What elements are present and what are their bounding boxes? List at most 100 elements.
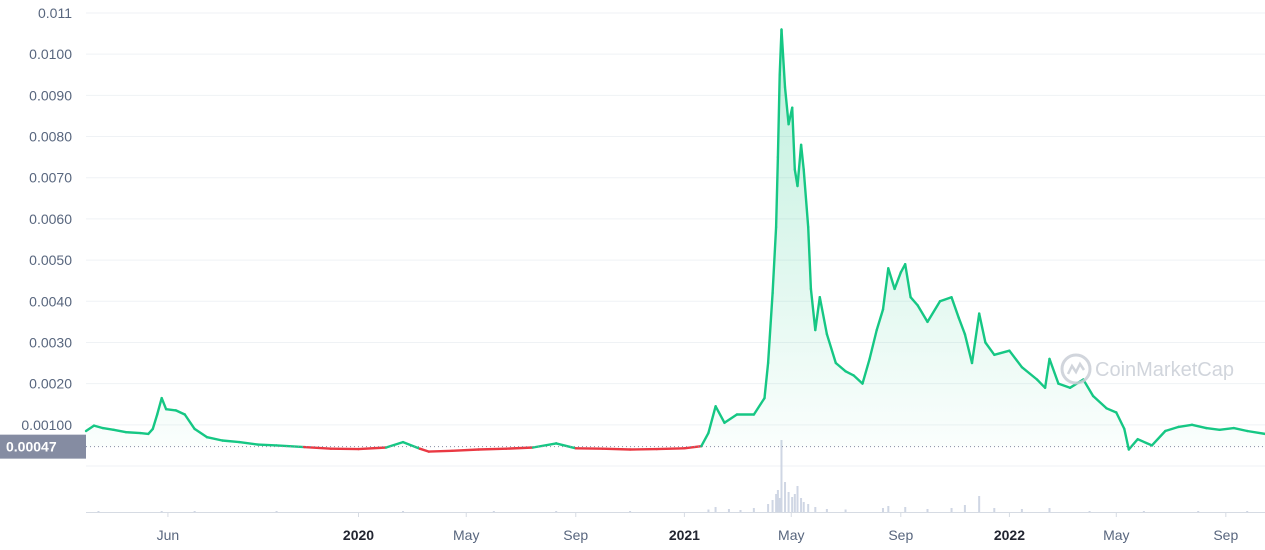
volume-bar [844, 509, 847, 512]
price-line-segment [84, 424, 96, 433]
price-line-segment [707, 405, 717, 435]
price-line-segment [220, 439, 241, 444]
volume-bar [193, 511, 196, 512]
price-line-segment [783, 85, 790, 126]
price-line-segment [1127, 438, 1139, 451]
price-line-segment [401, 440, 422, 450]
price-line-segment [1150, 429, 1167, 447]
volume-bar [1020, 509, 1023, 512]
price-line-segment [771, 225, 778, 295]
price-line-segment [1082, 378, 1095, 398]
price-line-segment [978, 312, 987, 344]
volume-bar [800, 498, 803, 512]
price-line-segment [963, 333, 974, 365]
price-line-segment [875, 308, 885, 332]
price-line-segment [1115, 411, 1126, 431]
volume-bar [978, 496, 981, 512]
price-line-segment [774, 155, 780, 229]
y-tick-label: 0.0070 [29, 170, 72, 186]
volume-bar [97, 511, 100, 512]
price-line-segment [752, 396, 766, 416]
price-line-segment [1204, 426, 1221, 431]
x-tick-label: May [778, 527, 804, 543]
price-line-segment [861, 357, 871, 385]
price-line-segment [926, 300, 942, 324]
x-tick-label: May [1103, 527, 1129, 543]
y-tick-label: 0.0060 [29, 211, 72, 227]
price-line-segment [1043, 357, 1051, 389]
price-line-segment [776, 73, 781, 159]
y-tick-label: 0.00100 [21, 417, 72, 433]
price-line-segment [809, 287, 817, 332]
price-line-segment [384, 440, 405, 449]
volume-bar [776, 490, 779, 512]
x-tick-label: Sep [563, 527, 588, 543]
price-line-segment [984, 341, 996, 356]
volume-bar [752, 508, 755, 512]
volume-bar [778, 498, 781, 512]
price-line-segment [477, 447, 508, 451]
price-line-segment [938, 296, 953, 303]
volume-bar [814, 507, 817, 512]
y-tick-label: 0.0080 [29, 129, 72, 145]
price-line-segment [714, 405, 726, 424]
volume-bar [802, 502, 805, 512]
price-line-segment [1232, 426, 1249, 433]
baseline-tag [0, 434, 86, 459]
volume-bar [1088, 511, 1091, 512]
price-line-segment [881, 267, 890, 311]
y-tick-label: 0.0030 [29, 334, 72, 350]
volume-bar [714, 507, 717, 512]
price-line-segment [357, 446, 388, 451]
volume-bars [97, 440, 1249, 512]
price-line-segment [183, 413, 196, 431]
price-line-segment [418, 447, 430, 453]
price-line-segment [151, 413, 159, 431]
volume-bar [727, 509, 730, 512]
price-line-segment [112, 428, 128, 434]
y-tick-label: 0.0050 [29, 252, 72, 268]
price-line-segment [256, 443, 278, 447]
price-line-segment [1035, 378, 1047, 389]
price-line-segment [124, 431, 142, 435]
volume-bar [887, 506, 890, 512]
volume-bar [492, 511, 495, 512]
price-line-segment [303, 445, 333, 450]
watermark: CoinMarketCap [1060, 353, 1234, 385]
price-line-segment [814, 296, 821, 332]
price-line-segment [791, 106, 796, 171]
price-line-segment [904, 263, 912, 299]
price-line-segment [780, 28, 787, 89]
volume-bar [825, 509, 828, 512]
volume-bar [775, 494, 778, 512]
price-line-segment [766, 291, 774, 365]
price-line-segment [909, 296, 919, 307]
price-line-segment [92, 424, 105, 430]
x-tick-label: Sep [888, 527, 913, 543]
price-line-segment [893, 271, 902, 291]
price-line-segment [1008, 349, 1024, 369]
y-tick-label: 0.0090 [29, 87, 72, 103]
volume-bar [796, 486, 799, 512]
y-tick-label: 0.011 [38, 5, 72, 21]
price-line-segment [818, 296, 829, 336]
price-line-segment [450, 448, 480, 452]
price-line-segment [205, 436, 224, 442]
price-line-segment [1190, 423, 1208, 430]
price-line-segment [957, 316, 967, 336]
volume-bar [275, 511, 278, 512]
y-tick-label: 0.0100 [29, 46, 72, 62]
price-line-segment [237, 440, 260, 446]
price-line-segment [723, 413, 739, 424]
volume-bar [1246, 511, 1249, 512]
price-line-segment [1020, 366, 1039, 381]
volume-bar [793, 494, 796, 512]
price-line-segment [993, 349, 1011, 356]
price-line-segment [825, 333, 837, 365]
volume-bar [402, 511, 405, 512]
volume-bar [629, 511, 632, 512]
volume-bar [1048, 508, 1051, 512]
price-line-segment [601, 447, 632, 451]
